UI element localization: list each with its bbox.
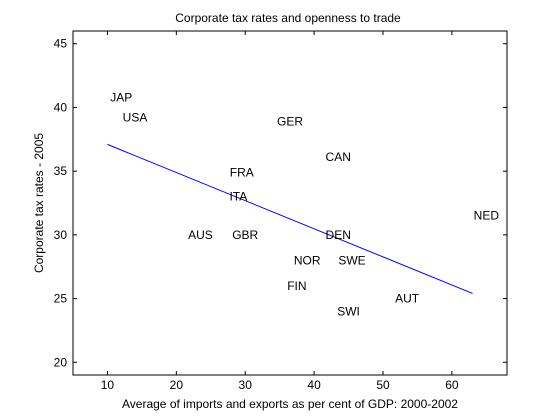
point-label-swi: SWI: [337, 304, 360, 318]
point-label-swe: SWE: [338, 253, 365, 267]
x-tick-label: 30: [239, 378, 253, 392]
x-tick-label: 10: [101, 378, 115, 392]
y-tick-label: 45: [54, 37, 68, 51]
point-label-usa: USA: [123, 111, 148, 125]
point-label-aut: AUT: [395, 292, 420, 306]
point-labels: JAP USA GER CAN FRA ITA NED AUS GBR DEN NOR SWE FIN A…: [110, 90, 499, 318]
fit-line: [107, 143, 473, 294]
y-tick-label: 35: [54, 164, 68, 178]
x-tick-label: 20: [170, 378, 184, 392]
point-label-fra: FRA: [230, 165, 254, 179]
x-axis-label: Average of imports and exports as per ce…: [122, 397, 458, 411]
point-label-jap: JAP: [110, 90, 132, 104]
y-tick-label: 40: [54, 100, 68, 114]
y-tick-label: 20: [54, 355, 68, 369]
chart-title: Corporate tax rates and openness to trad…: [175, 11, 401, 25]
plot-area: [72, 30, 508, 376]
point-label-ita: ITA: [229, 190, 247, 204]
y-axis-label: Corporate tax rates - 2005: [32, 133, 46, 273]
y-tick-label: 30: [54, 228, 68, 242]
point-label-den: DEN: [326, 228, 351, 242]
y-tick-label: 25: [54, 292, 68, 306]
y-axis: 20 25 30 35 40 45: [54, 37, 507, 369]
point-label-gbr: GBR: [232, 228, 258, 242]
fit-line-layer: [107, 143, 473, 294]
point-label-can: CAN: [326, 150, 351, 164]
point-label-ger: GER: [277, 114, 303, 128]
x-tick-label: 50: [376, 378, 390, 392]
point-label-ned: NED: [474, 209, 500, 223]
point-label-fin: FIN: [287, 279, 306, 293]
x-tick-label: 60: [445, 378, 459, 392]
point-label-aus: AUS: [188, 228, 213, 242]
x-axis: 10 20 30 40 50 60: [101, 31, 459, 392]
x-tick-label: 40: [307, 378, 321, 392]
point-label-nor: NOR: [294, 253, 321, 267]
